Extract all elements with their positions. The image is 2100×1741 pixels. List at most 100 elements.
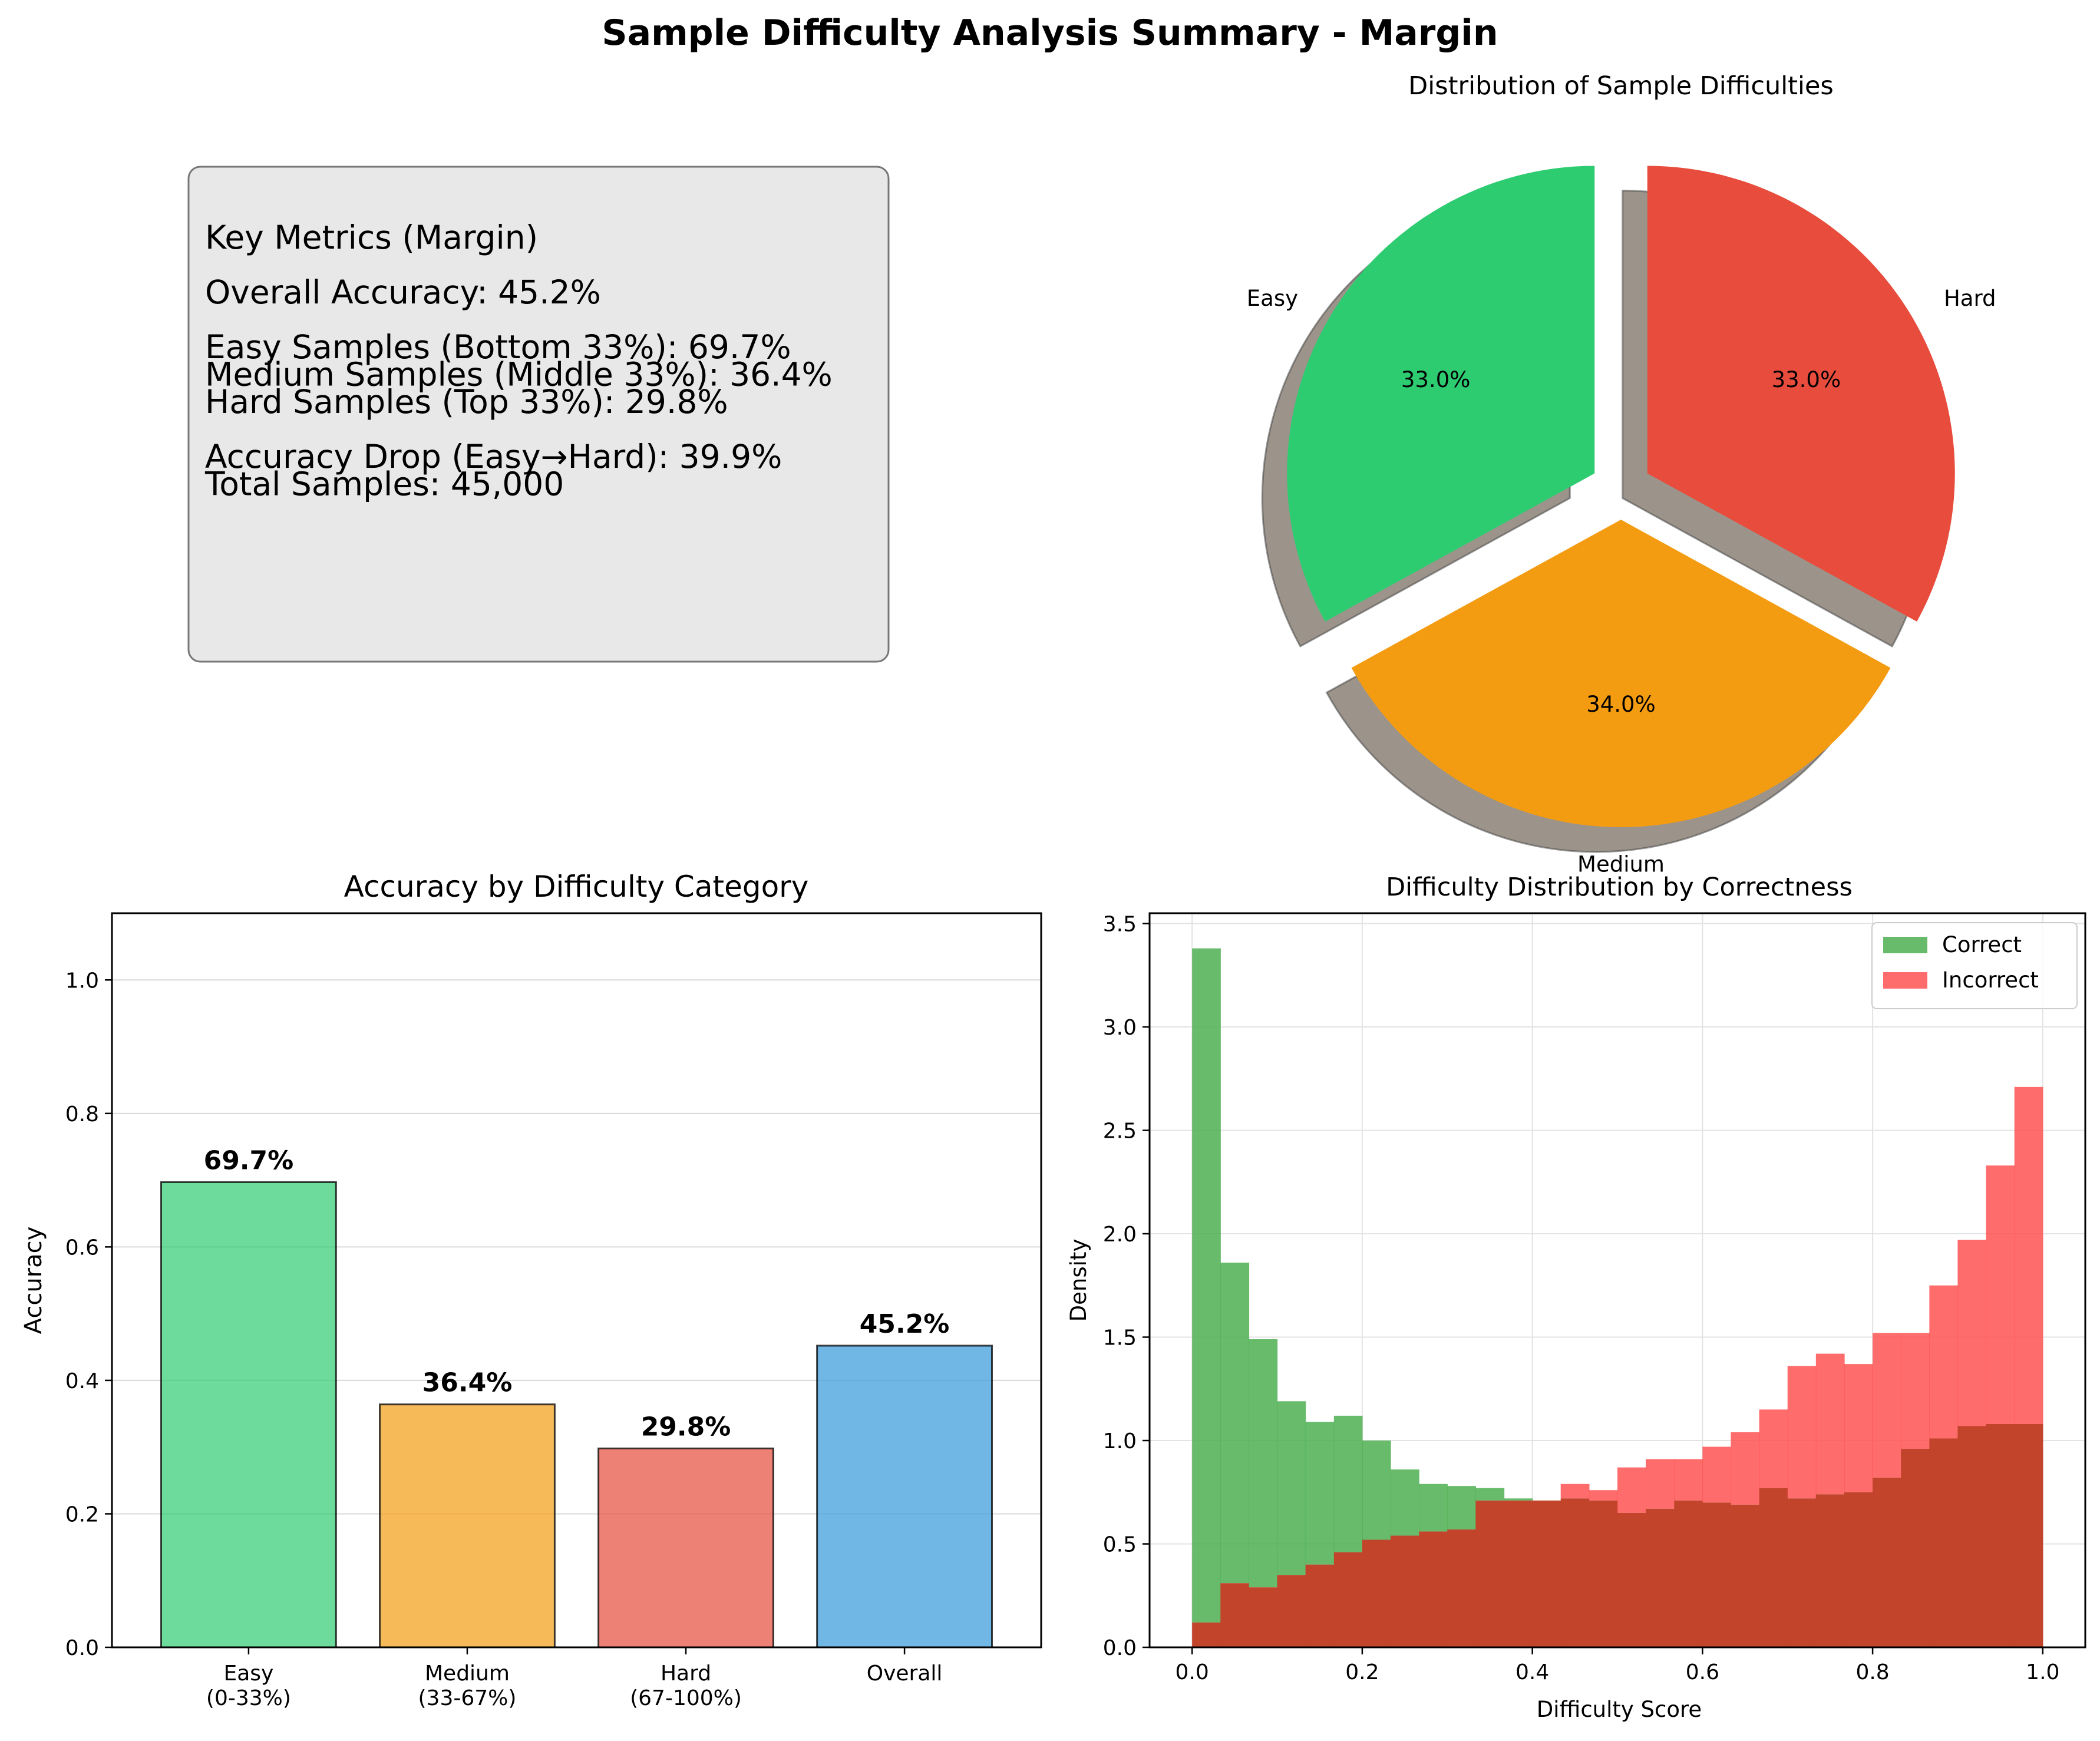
pie-percent-medium: 34.0% — [1586, 692, 1656, 717]
hist-bar — [1589, 1490, 1618, 1501]
hist-bar — [1277, 1401, 1306, 1575]
hist-bar-overlap — [1901, 1449, 1930, 1647]
hist-x-axis-label: Difficulty Score — [1537, 1697, 1702, 1722]
hist-bar — [1560, 1484, 1590, 1499]
hist-bar-overlap — [1333, 1552, 1363, 1647]
hist-x-tick-label: 0.8 — [1855, 1660, 1889, 1684]
metrics-line: Easy Samples (Bottom 33%): 69.7% — [205, 328, 791, 366]
hist-bar — [2014, 1086, 2043, 1424]
hist-bar-overlap — [1617, 1512, 1646, 1647]
hist-bar — [1475, 1488, 1505, 1501]
bar-y-tick-label: 0.2 — [65, 1502, 99, 1527]
hist-bar-overlap — [1305, 1564, 1335, 1647]
bar-hard — [597, 1447, 774, 1649]
hist-y-tick-label: 3.0 — [1103, 1016, 1137, 1040]
hist-bar-overlap — [1589, 1500, 1618, 1647]
bar-chart: Accuracy by Difficulty Category 69.7% 36.… — [20, 870, 1042, 1710]
hist-bar-overlap — [1475, 1500, 1505, 1647]
histogram-chart: Difficulty Distribution by Correctness 0… — [1066, 873, 2086, 1722]
hist-x-tick-label: 0.2 — [1345, 1660, 1379, 1684]
hist-bar — [1957, 1240, 1987, 1426]
legend-label-incorrect: Incorrect — [1942, 967, 2039, 993]
legend-label-correct: Correct — [1942, 932, 2022, 957]
figure-title: Sample Difficulty Analysis Summary - Mar… — [602, 12, 1498, 54]
hist-bar — [1305, 1422, 1335, 1565]
key-metrics-box — [187, 166, 890, 663]
bar-value-label: 69.7% — [204, 1145, 294, 1175]
hist-bar-overlap — [1929, 1438, 1959, 1647]
hist-bar-overlap — [1787, 1498, 1817, 1647]
hist-x-tick-label: 0.0 — [1176, 1660, 1209, 1684]
hist-bar-overlap — [1759, 1488, 1788, 1647]
legend-swatch-incorrect — [1883, 972, 1927, 989]
hist-y-tick-label: 0.0 — [1103, 1636, 1137, 1660]
hist-bar — [1844, 1364, 1873, 1492]
bar-x-tick-label: Hard — [661, 1661, 711, 1686]
hist-bar-overlap — [1390, 1535, 1419, 1647]
hist-bar — [1901, 1333, 1930, 1449]
hist-bar-overlap — [1504, 1500, 1533, 1647]
bar-x-tick-label: (0-33%) — [206, 1686, 291, 1710]
bar-x-tick-label: Overall — [867, 1661, 943, 1686]
hist-bar — [1249, 1339, 1278, 1588]
hist-x-tick-label: 0.4 — [1515, 1660, 1549, 1684]
bar-value-label: 36.4% — [422, 1368, 513, 1398]
metrics-line: Key Metrics (Margin) — [205, 219, 538, 256]
bar-value-label: 45.2% — [860, 1309, 950, 1339]
hist-bar-overlap — [1560, 1498, 1590, 1647]
hist-bar-overlap — [1249, 1587, 1278, 1647]
bar-value-label: 29.8% — [641, 1412, 731, 1442]
hist-x-tick-label: 0.6 — [1686, 1660, 1719, 1684]
bar-medium — [379, 1403, 556, 1649]
hist-bar — [1873, 1333, 1901, 1478]
hist-bar-overlap — [1957, 1426, 1987, 1647]
hist-y-tick-label: 2.0 — [1103, 1223, 1137, 1247]
bar-title: Accuracy by Difficulty Category — [344, 870, 809, 904]
metrics-line: Accuracy Drop (Easy→Hard): 39.9% — [205, 438, 782, 475]
hist-bar — [1447, 1486, 1476, 1529]
bar-y-tick-label: 0.4 — [65, 1369, 99, 1393]
hist-bar — [1815, 1353, 1845, 1495]
hist-bar-overlap — [1731, 1504, 1760, 1647]
bar-y-tick-label: 1.0 — [65, 969, 99, 993]
bar-plot-frame — [111, 912, 1042, 1649]
hist-bar — [1702, 1446, 1732, 1503]
hist-bar — [1419, 1484, 1448, 1532]
hist-bar — [1333, 1415, 1363, 1552]
pie-label-easy: Easy — [1247, 286, 1298, 311]
bar-easy — [160, 1181, 337, 1649]
pie-slice-medium — [1351, 520, 1891, 828]
pie-percent-hard: 33.0% — [1772, 367, 1841, 392]
histogram-legend: Correct Incorrect — [1871, 922, 2078, 1009]
hist-bar — [1986, 1165, 2015, 1424]
hist-bar — [1390, 1469, 1419, 1536]
hist-bar — [1362, 1441, 1391, 1540]
pie-title: Distribution of Sample Difficulties — [1408, 71, 1834, 101]
metrics-line: Hard Samples (Top 33%): 29.8% — [205, 383, 728, 421]
pie-slice-easy — [1287, 166, 1595, 622]
hist-bar-overlap — [1646, 1508, 1675, 1647]
bar-x-tick-label: (67-100%) — [630, 1686, 742, 1710]
hist-y-tick-label: 1.0 — [1103, 1429, 1137, 1453]
bar-y-tick-label: 0.8 — [65, 1102, 99, 1126]
bar-y-tick-label: 0.6 — [65, 1235, 99, 1260]
bar-x-tick-label: Medium — [425, 1661, 510, 1686]
legend-swatch-correct — [1883, 937, 1927, 953]
hist-bar-overlap — [1277, 1575, 1306, 1647]
hist-bar-overlap — [2014, 1423, 2043, 1647]
bar-y-axis-label: Accuracy — [20, 1227, 47, 1334]
hist-bar-overlap — [1447, 1529, 1476, 1647]
hist-bar-overlap — [1192, 1622, 1221, 1647]
pie-chart: Distribution of Sample Difficulties 33.0… — [1247, 71, 1996, 877]
hist-bar — [1787, 1366, 1817, 1499]
hist-bar — [1617, 1467, 1646, 1513]
hist-y-tick-label: 1.5 — [1103, 1326, 1137, 1350]
hist-title: Difficulty Distribution by Correctness — [1386, 873, 1853, 902]
hist-bar — [1192, 948, 1221, 1623]
hist-y-tick-label: 0.5 — [1103, 1533, 1137, 1557]
hist-bar-overlap — [1419, 1531, 1448, 1647]
bar-y-tick-label: 0.0 — [65, 1636, 99, 1660]
bar-x-tick-label: (33-67%) — [418, 1686, 517, 1710]
bar-x-tick-label: Easy — [223, 1661, 273, 1686]
hist-bar — [1759, 1409, 1788, 1488]
